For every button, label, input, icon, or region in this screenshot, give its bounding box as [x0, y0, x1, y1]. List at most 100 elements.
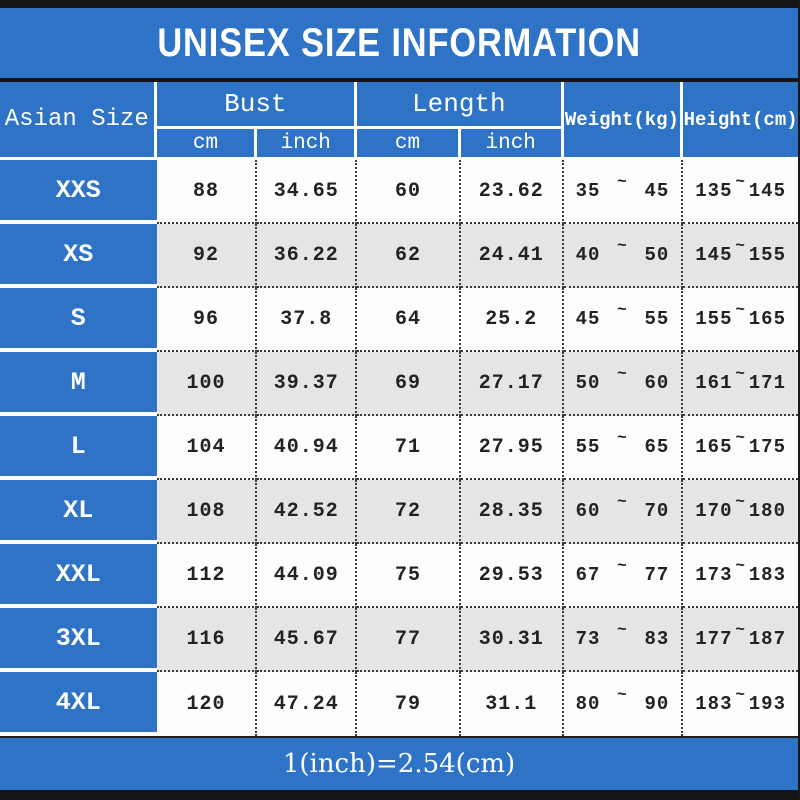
- height-max: 175: [748, 436, 786, 458]
- top-border-bar: [0, 0, 798, 8]
- weight-range-cell: 40 ~50: [563, 224, 684, 288]
- height-range-cell: 161 ~171: [683, 352, 798, 416]
- size-label-cell: XL: [0, 480, 157, 544]
- length-inch-cell: 29.53: [460, 544, 564, 608]
- weight-range-cell: 73 ~83: [563, 608, 684, 672]
- size-row: S 96 37.8 64 25.2 45 ~55 155 ~165: [0, 288, 798, 352]
- length-cm-cell: 60: [357, 160, 461, 224]
- weight-max: 90: [644, 693, 670, 715]
- bust-inch-cell: 34.65: [257, 160, 358, 224]
- size-label-cell: XXS: [0, 160, 157, 224]
- weight-range-cell: 50 ~60: [563, 352, 684, 416]
- bust-cm-cell: 96: [156, 288, 258, 352]
- tilde-separator: ~: [617, 493, 628, 511]
- weight-min: 40: [575, 244, 601, 266]
- title-banner: UNISEX SIZE INFORMATION: [0, 8, 798, 78]
- height-min: 165: [695, 436, 733, 458]
- weight-max: 60: [644, 372, 670, 394]
- bust-inch-cell: 39.37: [257, 352, 358, 416]
- height-max: 145: [748, 180, 786, 202]
- tilde-separator: ~: [617, 686, 628, 704]
- weight-range-cell: 45 ~55: [563, 288, 684, 352]
- bust-cm-cell: 108: [156, 480, 258, 544]
- length-cm-cell: 77: [357, 608, 461, 672]
- bust-cm-cell: 120: [157, 672, 258, 736]
- height-range-cell: 155 ~165: [683, 288, 798, 352]
- tilde-separator: ~: [735, 621, 746, 639]
- weight-range-cell: 60 ~70: [563, 480, 684, 544]
- weight-range-cell: 35 ~45: [563, 160, 684, 224]
- length-cm-cell: 62: [357, 224, 461, 288]
- bust-cm-cell: 100: [156, 352, 258, 416]
- size-table-body: XXS 88 34.65 60 23.62 35 ~45 135 ~145 XS 92 36.22 62…: [0, 160, 798, 736]
- tilde-separator: ~: [735, 173, 746, 191]
- header-bust: Bust: [157, 82, 358, 126]
- size-row: L 104 40.94 71 27.95 55 ~65 165 ~175: [0, 416, 798, 480]
- length-inch-cell: 27.95: [460, 416, 564, 480]
- weight-max: 77: [644, 564, 670, 586]
- tilde-separator: ~: [617, 557, 628, 575]
- size-row: XXL 112 44.09 75 29.53 67 ~77 173 ~183: [0, 544, 798, 608]
- header-bust-cm: cm: [156, 126, 258, 157]
- height-range-cell: 183 ~193: [683, 672, 798, 736]
- height-min: 161: [695, 372, 733, 394]
- bust-cm-cell: 92: [156, 224, 258, 288]
- height-max: 171: [748, 372, 786, 394]
- tilde-separator: ~: [735, 429, 746, 447]
- weight-max: 50: [644, 244, 670, 266]
- weight-min: 67: [575, 564, 601, 586]
- height-max: 183: [748, 564, 786, 586]
- weight-max: 45: [644, 180, 670, 202]
- size-label-cell: S: [0, 288, 157, 352]
- weight-min: 35: [575, 180, 601, 202]
- header-asian-size: Asian Size: [0, 82, 157, 157]
- bust-inch-cell: 37.8: [257, 288, 358, 352]
- height-max: 193: [748, 693, 786, 715]
- tilde-separator: ~: [617, 365, 628, 383]
- height-max: 165: [748, 308, 786, 330]
- size-row: XS 92 36.22 62 24.41 40 ~50 145 ~155: [0, 224, 798, 288]
- length-cm-cell: 69: [357, 352, 461, 416]
- weight-min: 80: [575, 693, 601, 715]
- weight-max: 65: [644, 436, 670, 458]
- size-row: 4XL 120 47.24 79 31.1 80 ~90 183 ~193: [0, 672, 798, 736]
- tilde-separator: ~: [617, 429, 628, 447]
- header-height: Height(cm): [683, 108, 798, 131]
- weight-range-cell: 55 ~65: [563, 416, 684, 480]
- conversion-note: 1(inch)=2.54(cm): [282, 749, 516, 779]
- length-inch-cell: 27.17: [460, 352, 564, 416]
- size-label-cell: 3XL: [0, 608, 157, 672]
- header-length-inch: inch: [460, 126, 564, 157]
- size-label-cell: XXL: [0, 544, 157, 608]
- height-max: 180: [748, 500, 786, 522]
- bust-inch-cell: 40.94: [257, 416, 358, 480]
- length-inch-cell: 23.62: [460, 160, 564, 224]
- size-row: 3XL 116 45.67 77 30.31 73 ~83 177 ~187: [0, 608, 798, 672]
- bust-inch-cell: 44.09: [257, 544, 358, 608]
- height-range-cell: 165 ~175: [683, 416, 798, 480]
- tilde-separator: ~: [617, 621, 628, 639]
- length-inch-cell: 30.31: [460, 608, 564, 672]
- header-length: Length: [357, 82, 564, 126]
- height-range-cell: 177 ~187: [683, 608, 798, 672]
- height-range-cell: 173 ~183: [683, 544, 798, 608]
- height-min: 155: [695, 308, 733, 330]
- weight-max: 70: [644, 500, 670, 522]
- length-cm-cell: 79: [357, 672, 461, 736]
- tilde-separator: ~: [735, 493, 746, 511]
- weight-max: 55: [644, 308, 670, 330]
- size-label-cell: M: [0, 352, 157, 416]
- length-inch-cell: 28.35: [460, 480, 564, 544]
- bust-inch-cell: 36.22: [257, 224, 358, 288]
- weight-range-cell: 67 ~77: [563, 544, 684, 608]
- length-inch-cell: 24.41: [460, 224, 564, 288]
- size-row: M 100 39.37 69 27.17 50 ~60 161 ~171: [0, 352, 798, 416]
- header-bust-inch: inch: [257, 126, 358, 157]
- tilde-separator: ~: [735, 365, 746, 383]
- bust-cm-cell: 112: [156, 544, 258, 608]
- bottom-border-bar: [0, 790, 798, 800]
- height-range-cell: 145 ~155: [683, 224, 798, 288]
- height-max: 155: [748, 244, 786, 266]
- tilde-separator: ~: [735, 301, 746, 319]
